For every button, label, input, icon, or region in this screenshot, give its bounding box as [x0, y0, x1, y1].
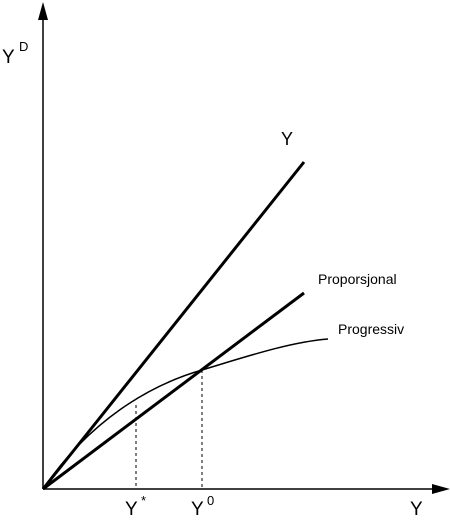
y-line [41, 161, 306, 490]
y-star-label: Y [125, 499, 138, 520]
y-zero-superscript: 0 [207, 493, 214, 508]
proportional-line [42, 291, 305, 491]
y-zero-label: Y [191, 499, 204, 520]
proportional-label: Proporsjonal [318, 271, 397, 287]
y-axis-label: Y [2, 47, 15, 68]
y-axis-arrowhead [38, 2, 48, 20]
progressive-curve [42, 338, 329, 490]
x-axis-arrowhead [432, 484, 450, 494]
y-star-superscript: * [141, 493, 146, 508]
y-axis-label-superscript: D [19, 39, 28, 54]
y-line-label: Y [281, 129, 293, 149]
x-axis-label: Y [410, 499, 423, 520]
progressive-label: Progressiv [338, 321, 404, 337]
